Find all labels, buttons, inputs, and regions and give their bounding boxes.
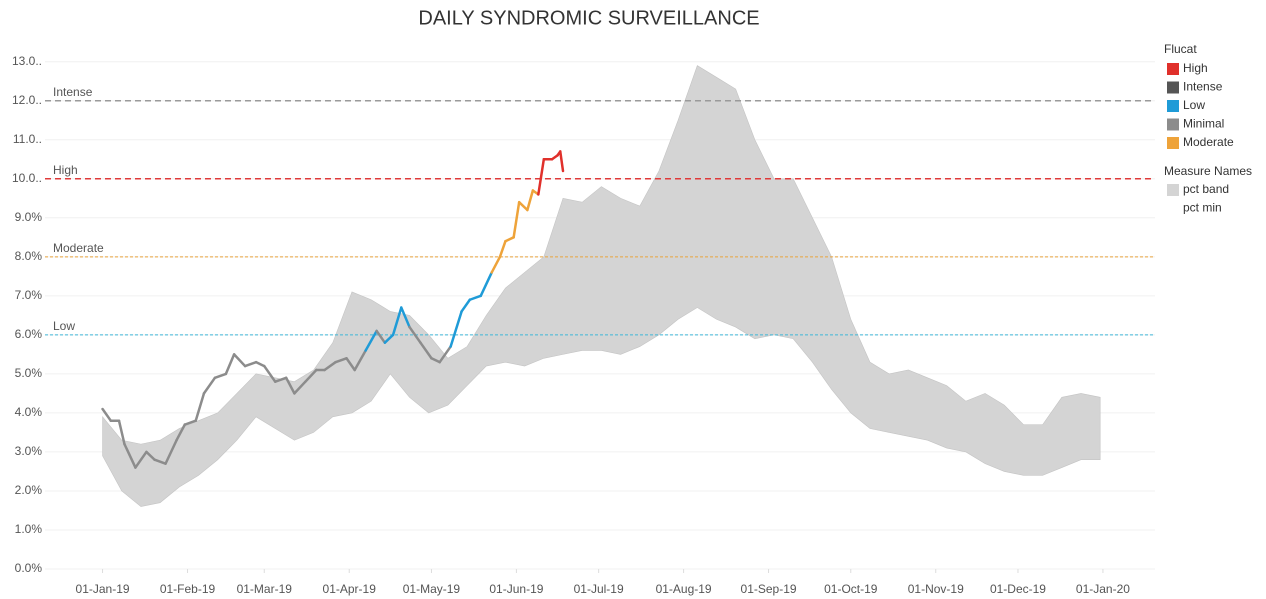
legend-label: pct min bbox=[1183, 201, 1222, 215]
pct-line-segment bbox=[438, 345, 452, 364]
pct-line-segment bbox=[526, 189, 535, 212]
pct-line-segment bbox=[323, 360, 337, 372]
x-tick-label: 01-Jun-19 bbox=[489, 582, 543, 596]
x-tick-label: 01-Nov-19 bbox=[908, 582, 964, 596]
legend-label: Intense bbox=[1183, 80, 1223, 94]
legend-title: Flucat bbox=[1164, 42, 1197, 56]
legend-label: Minimal bbox=[1183, 117, 1224, 131]
legend: Flucat High Intense Low Minimal Moderate Measu… bbox=[1164, 42, 1252, 215]
pct-line-segment bbox=[284, 376, 296, 395]
pct-line-segment bbox=[408, 325, 422, 344]
x-tick-label: 01-Mar-19 bbox=[237, 582, 293, 596]
pct-line-segment bbox=[273, 376, 288, 383]
y-tick-label: 11.0.. bbox=[13, 132, 42, 146]
pct-line-segment bbox=[153, 458, 167, 465]
legend-swatch bbox=[1167, 184, 1179, 196]
pct-line-segment bbox=[449, 310, 463, 348]
threshold-label: High bbox=[53, 163, 78, 177]
pct-line-segment bbox=[123, 442, 137, 469]
y-tick-label: 2.0% bbox=[15, 483, 43, 497]
pct-band-area bbox=[102, 65, 1101, 507]
pct-line-segment bbox=[517, 200, 529, 212]
pct-line-segment bbox=[183, 419, 197, 426]
pct-line-segment bbox=[504, 236, 515, 243]
pct-line-segment bbox=[334, 357, 348, 364]
pct-line-segment bbox=[345, 357, 356, 372]
legend-swatch bbox=[1167, 81, 1179, 94]
pct-line-segment bbox=[400, 306, 411, 329]
threshold-label: Intense bbox=[53, 85, 93, 99]
threshold-label: Moderate bbox=[53, 241, 104, 255]
pct-line-segment bbox=[375, 329, 387, 344]
legend-swatch bbox=[1167, 63, 1179, 75]
legend-swatch bbox=[1167, 203, 1179, 215]
pct-line-segment bbox=[419, 341, 433, 360]
y-tick-label: 7.0% bbox=[15, 288, 43, 302]
pct-line-segment bbox=[559, 150, 565, 173]
chart-title: DAILY SYNDROMIC SURVEILLANCE bbox=[418, 7, 759, 29]
pct-line-segment bbox=[430, 357, 441, 364]
pct-line-segment bbox=[468, 294, 483, 301]
pct-line-segment bbox=[353, 349, 367, 372]
legend-label: Low bbox=[1183, 98, 1205, 112]
y-tick-label: 9.0% bbox=[15, 210, 43, 224]
legend-label: High bbox=[1183, 61, 1208, 75]
x-tick-label: 01-Jan-19 bbox=[76, 582, 130, 596]
pct-line-segment bbox=[490, 255, 502, 274]
pct-line-segment bbox=[224, 353, 236, 376]
y-tick-label: 4.0% bbox=[15, 405, 43, 419]
legend-label: Moderate bbox=[1183, 135, 1234, 149]
x-tick-label: 01-Sep-19 bbox=[741, 582, 797, 596]
y-tick-label: 0.0% bbox=[15, 561, 43, 575]
legend-swatch bbox=[1167, 118, 1179, 131]
y-tick-label: 13.0.. bbox=[12, 54, 42, 68]
pct-line-segment bbox=[202, 376, 217, 395]
y-tick-label: 10.0.. bbox=[12, 171, 42, 185]
pct-line-segment bbox=[364, 329, 378, 352]
pct-line-segment bbox=[175, 423, 187, 442]
x-tick-label: 01-Apr-19 bbox=[323, 582, 377, 596]
x-tick-label: 01-Jul-19 bbox=[574, 582, 624, 596]
pct-line-segment bbox=[254, 360, 266, 368]
pct-line-segment bbox=[293, 380, 307, 395]
x-tick-label: 01-Feb-19 bbox=[160, 582, 216, 596]
pct-line-segment bbox=[512, 200, 521, 239]
pct-line-segment bbox=[164, 438, 178, 465]
y-tick-label: 12.0.. bbox=[12, 93, 42, 107]
y-tick-label: 8.0% bbox=[15, 249, 43, 263]
pct-line-segment bbox=[304, 368, 318, 383]
pct-line-segment bbox=[479, 271, 493, 298]
x-tick-label: 01-May-19 bbox=[403, 582, 461, 596]
threshold-label: Low bbox=[53, 319, 75, 333]
pct-line-segment bbox=[101, 407, 113, 422]
x-tick-label: 01-Dec-19 bbox=[990, 582, 1046, 596]
legend-swatch bbox=[1167, 100, 1179, 112]
y-tick-label: 6.0% bbox=[15, 327, 43, 341]
plot-layer: Intense High Moderate Low bbox=[45, 65, 1155, 507]
pct-line-segment bbox=[498, 239, 507, 259]
legend-swatch bbox=[1167, 137, 1179, 149]
pct-line-segment bbox=[537, 158, 546, 196]
y-tick-label: 5.0% bbox=[15, 366, 43, 380]
y-tick-label: 1.0% bbox=[15, 522, 43, 536]
pct-line-segment bbox=[391, 306, 403, 337]
pct-line-segment bbox=[134, 450, 148, 469]
x-tick-label: 01-Jan-20 bbox=[1076, 582, 1130, 596]
y-tick-label: 3.0% bbox=[15, 444, 43, 458]
pct-line-segment bbox=[243, 360, 258, 368]
pct-line-segment bbox=[232, 353, 247, 368]
pct-line-segment bbox=[460, 298, 472, 313]
pct-line-segment bbox=[145, 450, 156, 461]
x-tick-label: 01-Aug-19 bbox=[656, 582, 712, 596]
legend-label: pct band bbox=[1183, 182, 1229, 196]
pct-line-segment bbox=[194, 392, 206, 422]
pct-line-segment bbox=[383, 333, 395, 344]
x-tick-label: 01-Oct-19 bbox=[824, 582, 878, 596]
pct-line-segment bbox=[213, 372, 228, 380]
pct-line-segment bbox=[263, 364, 277, 383]
pct-line-segment bbox=[117, 419, 126, 446]
legend-title: Measure Names bbox=[1164, 164, 1252, 178]
